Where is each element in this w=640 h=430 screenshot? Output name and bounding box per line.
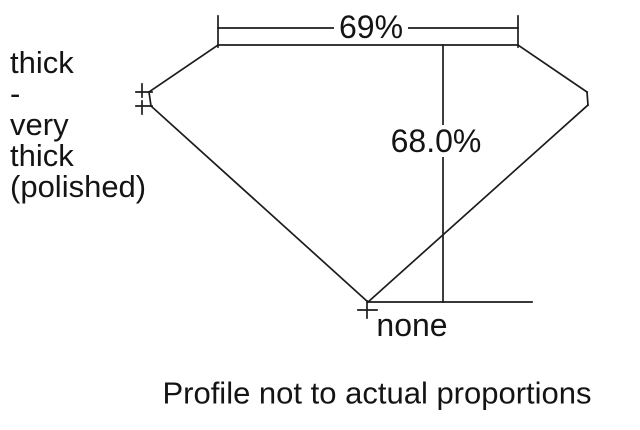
- girdle-thickness-line: thick: [10, 45, 74, 80]
- girdle-right-edge: [586, 91, 589, 106]
- proportions-note: Profile not to actual proportions: [162, 375, 592, 411]
- girdle-thickness-line: -: [10, 76, 21, 111]
- girdle-thickness-line: very: [10, 107, 69, 142]
- culet-label: none: [376, 307, 448, 343]
- table-percent-label: 69%: [333, 11, 409, 43]
- pavilion-right-line: [366, 103, 590, 304]
- girdle-left-edge: [148, 91, 152, 107]
- girdle-thickness-label: thick - very thick (polished): [10, 47, 146, 202]
- girdle-thickness-line: (polished): [10, 169, 147, 204]
- girdle-thickness-line: thick: [10, 138, 74, 173]
- crown-right-line: [516, 43, 589, 94]
- pavilion-left-line: [149, 104, 370, 304]
- crown-left-line: [147, 43, 220, 94]
- depth-percent-label: 68.0%: [385, 125, 487, 157]
